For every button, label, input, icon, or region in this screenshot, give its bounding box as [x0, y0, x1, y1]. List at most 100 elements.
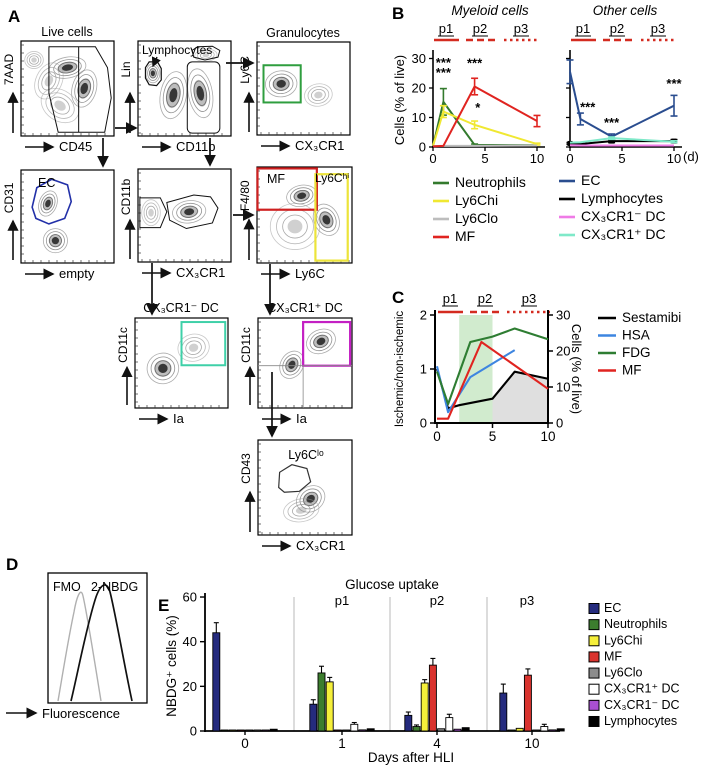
bar-Lymphocytes	[367, 729, 374, 731]
x-tick-label: 0	[429, 151, 436, 166]
y-tick-label: 0	[190, 724, 197, 739]
y-axis-label: F4/80	[238, 180, 252, 211]
bar-CX₃CR1⁻ DC	[359, 730, 366, 731]
legend-item-Sestamibi: Sestamibi	[622, 310, 681, 325]
c-y-axis-label-left: Ischemic/non-ischemic	[394, 311, 406, 428]
legend-item-EC: EC	[604, 601, 621, 615]
nbdg-label: 2-NBDG	[91, 580, 138, 594]
x-axis-label: Ia	[296, 411, 308, 426]
bar-EC	[213, 633, 220, 731]
panel-a-gating: CD457AADCD11bLinCX₃CR1Ly6CemptyCD31CX₃CR…	[2, 25, 352, 553]
panel-c-chart: Ischemic/non-ischemic Cells (% of live) …	[394, 291, 681, 444]
x-tick-label: 10	[530, 151, 544, 166]
phase-label: p3	[651, 21, 665, 36]
x-axis-label: CX₃CR1	[176, 265, 225, 280]
significance-stars: ***	[580, 100, 596, 115]
panel-d-histogram: FMO 2-NBDG Fluorescence	[6, 573, 147, 721]
legend-item-CX₃CR1⁻ DC: CX₃CR1⁻ DC	[604, 698, 680, 712]
phase-label: p2	[430, 593, 444, 608]
y-tick-label: 10	[412, 110, 426, 125]
legend-item-Ly6Clo: Ly6Clo	[604, 666, 642, 680]
bar-MF	[524, 675, 531, 731]
phase-label: p1	[443, 291, 457, 306]
significance-stars: ***	[604, 115, 620, 130]
contour-core	[288, 220, 303, 234]
chart-title-myeloid: Myeloid cells	[451, 3, 529, 18]
gate-label-ly6chi: Ly6Cʰⁱ	[315, 171, 349, 185]
flow-plot-dcpos: Ia CD11c	[239, 318, 352, 426]
d-x-axis-label: Fluorescence	[42, 706, 120, 721]
e-x-axis-label: Days after HLI	[368, 750, 454, 765]
legend-item-EC: EC	[581, 172, 600, 188]
bar-Neutrophils	[318, 673, 325, 731]
legend-swatch-MF	[589, 652, 599, 662]
contour-mid	[49, 234, 62, 247]
y-axis-label: Lin	[119, 61, 133, 77]
panel-e-label: E	[158, 596, 169, 615]
legend-item-MF: MF	[622, 363, 642, 378]
significance-stars: ***	[467, 55, 483, 70]
x-axis-label: CX₃CR1	[295, 138, 344, 153]
series-line-MF	[433, 87, 537, 147]
legend-item-MF: MF	[604, 649, 622, 663]
b-y-axis-label: Cells (% of live)	[392, 55, 407, 145]
plot-title-live: Live cells	[41, 25, 92, 39]
panel-b-label: B	[392, 4, 404, 23]
x-tick-label: 4	[433, 736, 441, 751]
legend-item-Neutrophils: Neutrophils	[455, 174, 526, 190]
legend-swatch-CX₃CR1⁺ DC	[589, 684, 599, 694]
bar-Lymphocytes	[462, 728, 469, 731]
phase-label: p1	[576, 21, 590, 36]
legend-item-Ly6Chi: Ly6Chi	[455, 192, 498, 208]
y-axis-label: 7AAD	[2, 53, 16, 85]
x-tick-label: 10	[540, 429, 555, 444]
y-tick-label: 40	[183, 634, 197, 649]
phase-label: p2	[473, 21, 487, 36]
bar-EC	[310, 704, 317, 731]
left-y-tick-label: 1	[420, 362, 427, 377]
x-tick-label: 5	[618, 151, 625, 166]
bar-MF	[429, 665, 436, 731]
contour-core	[148, 209, 154, 217]
bar-EC	[500, 693, 507, 731]
right-y-tick-label: 10	[556, 380, 570, 395]
plot-title-granulocytes: Granulocytes	[266, 26, 340, 40]
gate-label-ec: EC	[38, 176, 55, 190]
bar-Ly6Chi	[421, 683, 428, 731]
bar-MF	[237, 730, 244, 731]
y-tick-label: 0	[419, 140, 426, 155]
e-title: Glucose uptake	[345, 577, 439, 592]
legend-panel-b: NeutrophilsLy6ChiLy6CloMFECLymphocytesCX…	[433, 172, 666, 244]
legend-item-HSA: HSA	[622, 328, 650, 343]
bar-Ly6Clo	[533, 730, 540, 731]
gate-label-lymphocytes: Lymphocytes	[142, 43, 212, 57]
phase-label: p3	[520, 593, 534, 608]
legend-item-MF: MF	[455, 228, 475, 244]
bar-CX₃CR1⁻ DC	[454, 729, 461, 731]
significance-stars: ***	[436, 65, 452, 80]
bar-Lymphocytes	[557, 729, 564, 731]
panel-a-label: A	[8, 7, 20, 26]
y-tick-label: 60	[183, 590, 197, 605]
x-tick-label: 5	[481, 151, 488, 166]
bar-Lymphocytes	[270, 729, 277, 731]
x-axis-label: CX₃CR1	[296, 538, 345, 553]
bar-CX₃CR1⁺ DC	[254, 730, 261, 731]
y-axis-label: CD43	[239, 453, 253, 484]
bar-CX₃CR1⁻ DC	[262, 730, 269, 731]
series-line-Ly6Chi	[433, 112, 537, 146]
bar-Neutrophils	[413, 727, 420, 731]
bar-CX₃CR1⁺ DC	[351, 724, 358, 731]
plot-title-cx3cr1neg-dc: CX₃CR1⁻ DC	[143, 301, 219, 315]
y-axis-label: CD11c	[239, 327, 253, 363]
y-tick-label: 30	[412, 51, 426, 66]
legend-item-Lymphocytes: Lymphocytes	[581, 190, 663, 206]
